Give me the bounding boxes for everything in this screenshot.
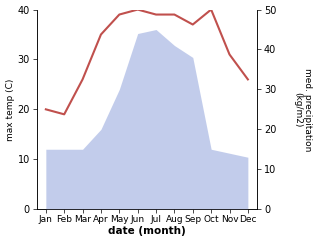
Y-axis label: max temp (C): max temp (C) (5, 78, 15, 141)
Y-axis label: med. precipitation
(kg/m2): med. precipitation (kg/m2) (293, 68, 313, 151)
X-axis label: date (month): date (month) (108, 227, 186, 236)
